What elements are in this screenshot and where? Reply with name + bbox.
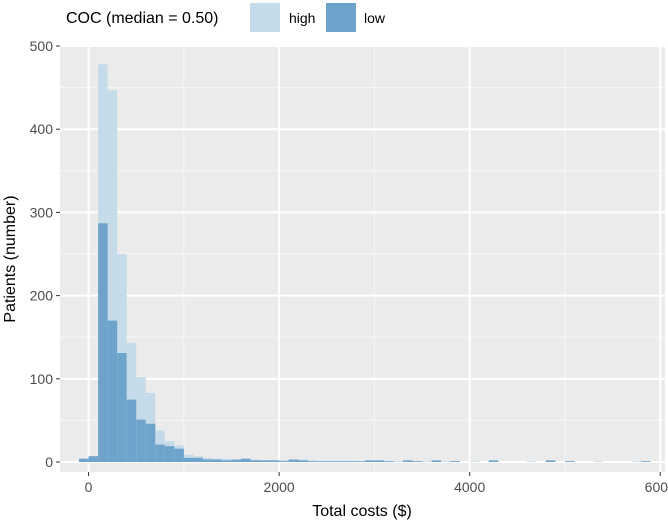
y-axis: 0 100 200 300 400 500 <box>30 38 60 470</box>
bar-low <box>383 461 394 463</box>
bar-low <box>412 461 423 463</box>
x-tick-label: 0 <box>85 479 93 495</box>
bar-low <box>326 461 337 463</box>
bar-low <box>488 460 499 463</box>
gridlines-minor <box>60 46 665 472</box>
bar-low <box>107 320 118 463</box>
bar-low <box>545 460 556 463</box>
legend-label-high: high <box>289 10 315 26</box>
bar-low <box>174 448 184 463</box>
bar-low <box>288 459 299 463</box>
x-tick-label: 6000 <box>645 479 668 495</box>
legend-swatch-low <box>326 3 356 32</box>
bar-low <box>126 399 137 463</box>
bar-low <box>145 423 156 463</box>
x-tick-label: 2000 <box>264 479 295 495</box>
bar-high <box>107 90 118 463</box>
bar-low <box>221 460 232 463</box>
bar-low <box>307 461 318 463</box>
bar-low <box>202 459 213 463</box>
x-axis-title: Total costs ($) <box>312 503 412 520</box>
bar-low <box>117 353 127 463</box>
y-tick-label: 400 <box>30 121 54 137</box>
bar-high <box>422 461 432 463</box>
bar-low <box>136 419 146 463</box>
bar-high <box>526 461 537 463</box>
bar-high <box>631 461 642 463</box>
y-tick-label: 500 <box>30 38 54 54</box>
legend-swatch-high <box>250 3 280 32</box>
bar-low <box>260 460 270 463</box>
legend-label-low: low <box>364 10 386 26</box>
bar-low <box>269 460 280 463</box>
bar-high <box>469 461 480 463</box>
bar-low <box>345 461 356 463</box>
bar-low <box>279 461 289 463</box>
y-tick-label: 200 <box>30 288 54 304</box>
y-tick-label: 100 <box>30 371 54 387</box>
bar-low <box>250 460 261 463</box>
x-tick-label: 4000 <box>454 479 485 495</box>
bar-low <box>212 459 222 463</box>
legend: COC (median = 0.50) high low <box>66 3 386 32</box>
bar-low <box>241 458 251 463</box>
bar-low <box>564 461 575 463</box>
bar-low <box>336 461 346 463</box>
bar-low <box>88 456 99 463</box>
bar-high <box>593 461 604 463</box>
bar-low <box>450 461 461 463</box>
bar-low <box>164 446 175 463</box>
bar-high <box>441 461 451 463</box>
y-tick-label: 300 <box>30 204 54 220</box>
bar-low <box>98 223 108 463</box>
y-axis-title: Patients (number) <box>2 195 19 322</box>
bar-low <box>155 444 165 463</box>
y-tick-label: 0 <box>45 454 53 470</box>
bar-low <box>183 457 194 463</box>
x-axis: 0 2000 4000 6000 <box>85 472 668 495</box>
plot-panel <box>60 46 665 472</box>
bar-low <box>374 460 384 463</box>
bar-high <box>393 461 403 463</box>
bar-low <box>193 457 203 463</box>
bar-low <box>641 461 651 463</box>
legend-title: COC (median = 0.50) <box>66 10 219 27</box>
bar-low <box>402 460 413 463</box>
bars-low-series <box>79 223 651 463</box>
bar-low <box>231 459 242 463</box>
bar-low <box>298 460 308 463</box>
bar-low <box>431 460 442 463</box>
bar-low <box>355 461 365 463</box>
bar-low <box>317 461 327 463</box>
bar-low <box>79 458 89 463</box>
bar-low <box>364 460 375 463</box>
